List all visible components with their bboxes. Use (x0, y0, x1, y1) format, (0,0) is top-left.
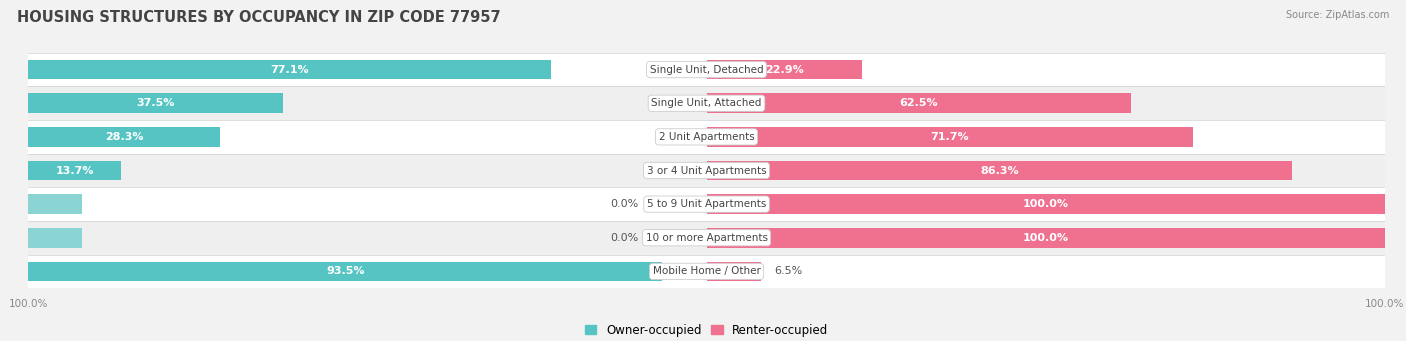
Text: 0.0%: 0.0% (610, 233, 638, 243)
Text: Mobile Home / Other: Mobile Home / Other (652, 266, 761, 277)
Text: 62.5%: 62.5% (900, 98, 938, 108)
Text: HOUSING STRUCTURES BY OCCUPANCY IN ZIP CODE 77957: HOUSING STRUCTURES BY OCCUPANCY IN ZIP C… (17, 10, 501, 25)
Bar (707, 127, 1192, 147)
Text: 100.0%: 100.0% (1022, 233, 1069, 243)
Bar (28, 228, 83, 248)
Bar (28, 194, 83, 214)
Text: 10 or more Apartments: 10 or more Apartments (645, 233, 768, 243)
Text: Single Unit, Detached: Single Unit, Detached (650, 64, 763, 75)
Bar (28, 161, 121, 180)
Text: 71.7%: 71.7% (931, 132, 969, 142)
Bar (707, 161, 1292, 180)
Bar (28, 127, 221, 147)
Bar (28, 93, 283, 113)
Text: 77.1%: 77.1% (270, 64, 309, 75)
Bar (28, 86, 1385, 120)
Bar (707, 228, 1385, 248)
Text: 37.5%: 37.5% (136, 98, 174, 108)
Text: 0.0%: 0.0% (610, 199, 638, 209)
Bar (707, 93, 1130, 113)
Bar (28, 60, 551, 79)
Bar (28, 221, 1385, 255)
Text: 5 to 9 Unit Apartments: 5 to 9 Unit Apartments (647, 199, 766, 209)
Text: 22.9%: 22.9% (765, 64, 804, 75)
Legend: Owner-occupied, Renter-occupied: Owner-occupied, Renter-occupied (579, 319, 834, 341)
Text: 2 Unit Apartments: 2 Unit Apartments (658, 132, 755, 142)
Text: Source: ZipAtlas.com: Source: ZipAtlas.com (1285, 10, 1389, 20)
Bar (707, 194, 1385, 214)
Bar (707, 262, 761, 281)
Text: 6.5%: 6.5% (775, 266, 803, 277)
Text: 13.7%: 13.7% (55, 165, 94, 176)
Bar (28, 154, 1385, 187)
Bar (28, 120, 1385, 154)
Text: 28.3%: 28.3% (105, 132, 143, 142)
Text: Single Unit, Attached: Single Unit, Attached (651, 98, 762, 108)
Bar (28, 255, 1385, 288)
Bar (28, 262, 662, 281)
Bar (707, 60, 862, 79)
Bar (28, 187, 1385, 221)
Text: 86.3%: 86.3% (980, 165, 1018, 176)
Bar (28, 53, 1385, 86)
Text: 100.0%: 100.0% (1022, 199, 1069, 209)
Text: 93.5%: 93.5% (326, 266, 364, 277)
Text: 3 or 4 Unit Apartments: 3 or 4 Unit Apartments (647, 165, 766, 176)
